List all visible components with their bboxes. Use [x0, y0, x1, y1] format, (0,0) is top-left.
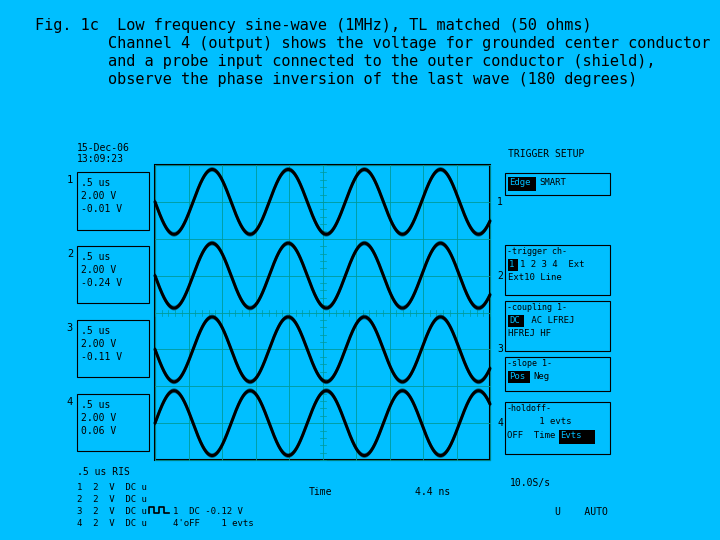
Text: -coupling 1-: -coupling 1- — [507, 303, 567, 312]
Bar — [505, 301, 610, 351]
Text: Pos: Pos — [509, 372, 525, 381]
Bar — [505, 245, 610, 295]
Text: OFF  Time: OFF Time — [507, 431, 555, 440]
Text: Neg: Neg — [533, 372, 549, 381]
Bar — [77, 246, 149, 303]
Text: 3: 3 — [67, 323, 73, 333]
Text: and a probe input connected to the outer conductor (shield),: and a probe input connected to the outer… — [35, 54, 655, 69]
Text: 1: 1 — [67, 176, 73, 185]
Text: TRIGGER SETUP: TRIGGER SETUP — [508, 149, 585, 159]
Bar — [505, 402, 610, 454]
Text: 10.0S/s: 10.0S/s — [510, 478, 551, 488]
Text: Fig. 1c  Low frequency sine-wave (1MHz), TL matched (50 ohms): Fig. 1c Low frequency sine-wave (1MHz), … — [35, 18, 592, 33]
Bar — [508, 315, 524, 327]
Text: 1  2  V  DC u: 1 2 V DC u — [77, 483, 147, 492]
Text: .5 us: .5 us — [81, 400, 110, 410]
Text: 3: 3 — [497, 345, 503, 354]
Text: 2  2  V  DC u: 2 2 V DC u — [77, 495, 147, 504]
Text: Edge: Edge — [509, 178, 531, 187]
Text: 2: 2 — [67, 249, 73, 259]
Text: -0.11 V: -0.11 V — [81, 352, 122, 362]
Text: .5 us: .5 us — [81, 326, 110, 336]
Text: 15-Dec-06: 15-Dec-06 — [77, 143, 130, 153]
Text: Evts: Evts — [560, 431, 582, 440]
Text: .5 us: .5 us — [81, 252, 110, 262]
Text: Time: Time — [308, 487, 332, 497]
Bar — [505, 357, 610, 391]
Text: 2.00 V: 2.00 V — [81, 413, 116, 423]
Text: DC: DC — [509, 316, 520, 325]
Text: 1  DC -0.12 V: 1 DC -0.12 V — [173, 507, 243, 516]
Text: 2.00 V: 2.00 V — [81, 191, 116, 201]
Text: 1: 1 — [509, 260, 514, 269]
Text: -slope 1-: -slope 1- — [507, 359, 552, 368]
Text: 4: 4 — [67, 396, 73, 407]
Bar — [77, 172, 149, 229]
Text: -0.24 V: -0.24 V — [81, 278, 122, 288]
Text: 0.06 V: 0.06 V — [81, 426, 116, 436]
Text: .5 us: .5 us — [81, 178, 110, 188]
Text: observe the phase inversion of the last wave (180 degrees): observe the phase inversion of the last … — [35, 72, 637, 87]
Bar — [155, 165, 490, 460]
Bar — [508, 177, 536, 191]
Text: HFREJ HF: HFREJ HF — [508, 329, 551, 338]
Text: U    AUTO: U AUTO — [555, 507, 608, 517]
Text: AC LFREJ: AC LFREJ — [526, 316, 575, 325]
Text: 4  2  V  DC u: 4 2 V DC u — [77, 519, 147, 528]
Text: 2.00 V: 2.00 V — [81, 265, 116, 275]
Bar — [508, 371, 530, 383]
Bar — [77, 320, 149, 377]
Text: 4: 4 — [497, 418, 503, 428]
Text: .5 us RIS: .5 us RIS — [77, 467, 130, 477]
Text: -0.01 V: -0.01 V — [81, 204, 122, 214]
Text: -trigger ch-: -trigger ch- — [507, 247, 567, 256]
Text: 3  2  V  DC u: 3 2 V DC u — [77, 507, 147, 516]
Text: 13:09:23: 13:09:23 — [77, 154, 124, 164]
Bar — [559, 430, 595, 444]
Text: 1: 1 — [497, 197, 503, 207]
Text: -holdoff-: -holdoff- — [507, 404, 552, 413]
Text: 4'oFF    1 evts: 4'oFF 1 evts — [173, 519, 253, 528]
Bar — [505, 173, 610, 195]
Text: 1 2 3 4  Ext: 1 2 3 4 Ext — [520, 260, 585, 269]
Bar — [77, 394, 149, 451]
Text: 1 evts: 1 evts — [507, 417, 572, 426]
Text: 4.4 ns: 4.4 ns — [415, 487, 450, 497]
Text: Ext10 Line: Ext10 Line — [508, 273, 562, 282]
Text: 2: 2 — [497, 271, 503, 281]
Text: Channel 4 (output) shows the voltage for grounded center conductor: Channel 4 (output) shows the voltage for… — [35, 36, 710, 51]
Bar — [508, 259, 518, 271]
Text: 2.00 V: 2.00 V — [81, 339, 116, 349]
Text: SMART: SMART — [539, 178, 566, 187]
